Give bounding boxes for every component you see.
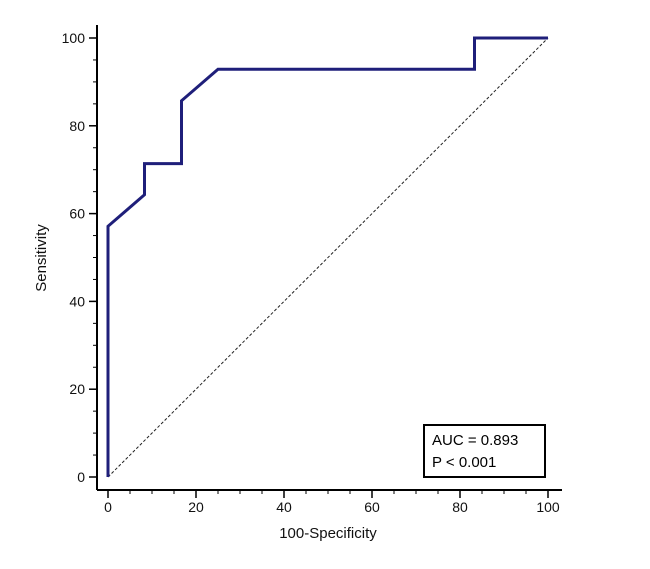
- plot-marks: [106, 36, 549, 478]
- y-tick-label: 40: [69, 293, 85, 309]
- x-tick-label: 0: [104, 499, 112, 515]
- reference-diagonal-line: [107, 37, 549, 478]
- auc-label: AUC = 0.893: [432, 432, 518, 449]
- roc-curve-line: [106, 36, 548, 477]
- y-tick-label: 0: [77, 469, 85, 485]
- x-tick-label: 60: [364, 499, 380, 515]
- p-value-label: P < 0.001: [432, 454, 496, 471]
- x-tick-label: 20: [188, 499, 204, 515]
- axes: 0 20 40 60 80 100 0 20 40 60 80 100: [62, 25, 562, 515]
- stats-box: AUC = 0.893 P < 0.001: [423, 424, 546, 478]
- y-axis-title: Sensitivity: [33, 224, 50, 292]
- y-tick-label: 20: [69, 381, 85, 397]
- x-tick-label: 80: [452, 499, 468, 515]
- y-tick-label: 80: [69, 118, 85, 134]
- x-tick-label: 100: [536, 499, 560, 515]
- y-tick-label: 100: [62, 30, 86, 46]
- y-tick-label: 60: [69, 206, 85, 222]
- x-axis-title: 100-Specificity: [279, 525, 377, 542]
- x-tick-label: 40: [276, 499, 292, 515]
- stats-box-border: [423, 424, 546, 478]
